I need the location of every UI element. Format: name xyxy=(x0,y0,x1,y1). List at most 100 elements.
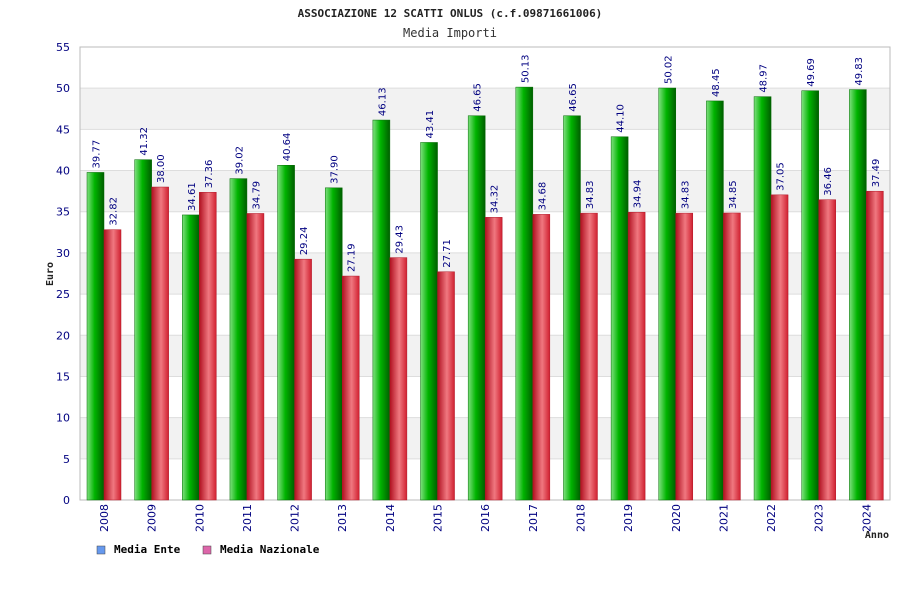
y-tick-label: 10 xyxy=(56,412,70,425)
bar-media-nazionale-2018 xyxy=(580,212,598,501)
x-axis-label: Anno xyxy=(865,530,889,541)
x-tick-label-2015: 2015 xyxy=(432,504,445,532)
bar-media-ente-2011 xyxy=(229,178,248,501)
bar-media-nazionale-2019 xyxy=(627,211,646,501)
y-tick-label: 55 xyxy=(56,41,70,54)
bar-media-ente-2008 xyxy=(86,172,105,501)
grid-band xyxy=(80,47,890,89)
x-tick-label-2012: 2012 xyxy=(289,504,302,532)
y-tick-label: 40 xyxy=(56,165,70,178)
bar-media-ente-2020 xyxy=(658,87,677,501)
data-label-media-nazionale-2012: 29.24 xyxy=(299,227,310,256)
data-label-media-nazionale-2024: 37.49 xyxy=(871,159,882,188)
bar-media-nazionale-2020 xyxy=(675,212,694,501)
data-label-media-ente-2018: 46.65 xyxy=(568,83,579,112)
bar-media-ente-2021 xyxy=(706,100,724,501)
data-label-media-ente-2020: 50.02 xyxy=(663,55,674,84)
data-label-media-ente-2019: 44.10 xyxy=(616,104,627,133)
bar-media-nazionale-2022 xyxy=(770,194,789,501)
bar-media-nazionale-2016 xyxy=(484,217,503,501)
data-labels: 39.77 32.82 41.32 38.00 34.61 37.36 39.02 34.79… xyxy=(92,54,882,272)
bar-media-nazionale-2024 xyxy=(866,190,884,501)
data-label-media-nazionale-2014: 29.43 xyxy=(394,225,405,254)
y-tick-label: 30 xyxy=(56,247,70,260)
x-tick-label-2022: 2022 xyxy=(765,504,778,532)
bar-media-ente-2022 xyxy=(753,96,772,501)
y-tick-label: 5 xyxy=(63,453,70,466)
data-label-media-nazionale-2020: 34.83 xyxy=(680,180,691,209)
bar-media-nazionale-2015 xyxy=(437,271,455,501)
bar-media-ente-2012 xyxy=(277,165,295,501)
data-label-media-ente-2024: 49.83 xyxy=(854,57,865,86)
data-label-media-nazionale-2019: 34.94 xyxy=(633,180,644,209)
data-label-media-nazionale-2018: 34.83 xyxy=(585,180,596,209)
data-label-media-ente-2022: 48.97 xyxy=(759,64,770,93)
y-axis-label: Euro xyxy=(45,262,56,286)
x-tick-label-2013: 2013 xyxy=(336,504,349,532)
data-label-media-ente-2011: 39.02 xyxy=(234,146,245,175)
bar-media-nazionale-2021 xyxy=(723,212,741,501)
bars xyxy=(86,86,884,501)
data-label-media-ente-2021: 48.45 xyxy=(711,68,722,97)
bar-media-ente-2013 xyxy=(324,187,343,501)
chart-title: ASSOCIAZIONE 12 SCATTI ONLUS (c.f.098716… xyxy=(298,7,603,20)
x-tick-label-2018: 2018 xyxy=(574,504,587,532)
data-label-media-nazionale-2008: 32.82 xyxy=(109,197,120,226)
x-tick-label-2008: 2008 xyxy=(98,504,111,532)
data-label-media-nazionale-2009: 38.00 xyxy=(156,154,167,183)
data-label-media-ente-2009: 41.32 xyxy=(139,127,150,156)
y-tick-label: 20 xyxy=(56,329,70,342)
data-label-media-ente-2016: 46.65 xyxy=(473,83,484,112)
bar-media-nazionale-2023 xyxy=(818,199,836,501)
data-label-media-nazionale-2017: 34.68 xyxy=(537,182,548,211)
bar-media-ente-2015 xyxy=(420,142,438,501)
data-label-media-ente-2008: 39.77 xyxy=(92,140,103,169)
bar-media-ente-2010 xyxy=(182,214,200,501)
x-axis-ticks: 2008 2009 2010 2011 2012 2013 2014 2015 2016 2017… xyxy=(98,504,873,532)
data-label-media-ente-2013: 37.90 xyxy=(330,155,341,184)
x-tick-label-2024: 2024 xyxy=(860,504,873,532)
bar-media-ente-2023 xyxy=(801,90,819,501)
data-label-media-nazionale-2023: 36.46 xyxy=(823,167,834,196)
legend-label-media-ente: Media Ente xyxy=(114,543,181,556)
x-tick-label-2020: 2020 xyxy=(670,504,683,532)
data-label-media-ente-2017: 50.13 xyxy=(520,54,531,83)
x-tick-label-2023: 2023 xyxy=(813,504,826,532)
bar-media-ente-2019 xyxy=(610,136,629,501)
legend-swatch-media-nazionale xyxy=(202,545,212,555)
y-tick-label: 45 xyxy=(56,123,70,136)
bar-media-nazionale-2013 xyxy=(341,275,360,501)
bar-media-nazionale-2017 xyxy=(532,214,551,501)
data-label-media-nazionale-2021: 34.85 xyxy=(728,180,739,209)
bar-media-nazionale-2012 xyxy=(294,258,312,501)
bar-media-nazionale-2010 xyxy=(199,192,217,501)
legend-swatch-media-ente xyxy=(96,545,106,555)
y-tick-label: 25 xyxy=(56,288,70,301)
data-label-media-nazionale-2011: 34.79 xyxy=(251,181,262,210)
bar-media-nazionale-2008 xyxy=(103,229,122,501)
y-tick-label: 35 xyxy=(56,206,70,219)
bar-media-ente-2014 xyxy=(372,119,391,501)
data-label-media-nazionale-2016: 34.32 xyxy=(490,185,501,214)
data-label-media-ente-2014: 46.13 xyxy=(377,87,388,116)
chart-subtitle: Media Importi xyxy=(403,26,497,40)
bar-media-nazionale-2011 xyxy=(246,213,265,501)
bar-media-ente-2016 xyxy=(467,115,486,501)
data-label-media-ente-2023: 49.69 xyxy=(806,58,817,87)
legend: Media Ente Media Nazionale xyxy=(96,543,320,556)
x-tick-label-2021: 2021 xyxy=(717,504,730,532)
y-tick-label: 0 xyxy=(63,494,70,507)
bar-media-nazionale-2014 xyxy=(389,257,408,501)
x-tick-label-2011: 2011 xyxy=(241,504,254,532)
x-tick-label-2016: 2016 xyxy=(479,504,492,532)
data-label-media-ente-2010: 34.61 xyxy=(187,182,198,211)
y-tick-label: 15 xyxy=(56,370,70,383)
x-tick-label-2010: 2010 xyxy=(193,504,206,532)
x-tick-label-2014: 2014 xyxy=(384,504,397,532)
data-label-media-nazionale-2013: 27.19 xyxy=(347,243,358,272)
bar-media-ente-2017 xyxy=(515,86,534,501)
data-label-media-nazionale-2015: 27.71 xyxy=(442,239,453,268)
x-tick-label-2017: 2017 xyxy=(527,504,540,532)
data-label-media-nazionale-2022: 37.05 xyxy=(776,162,787,191)
